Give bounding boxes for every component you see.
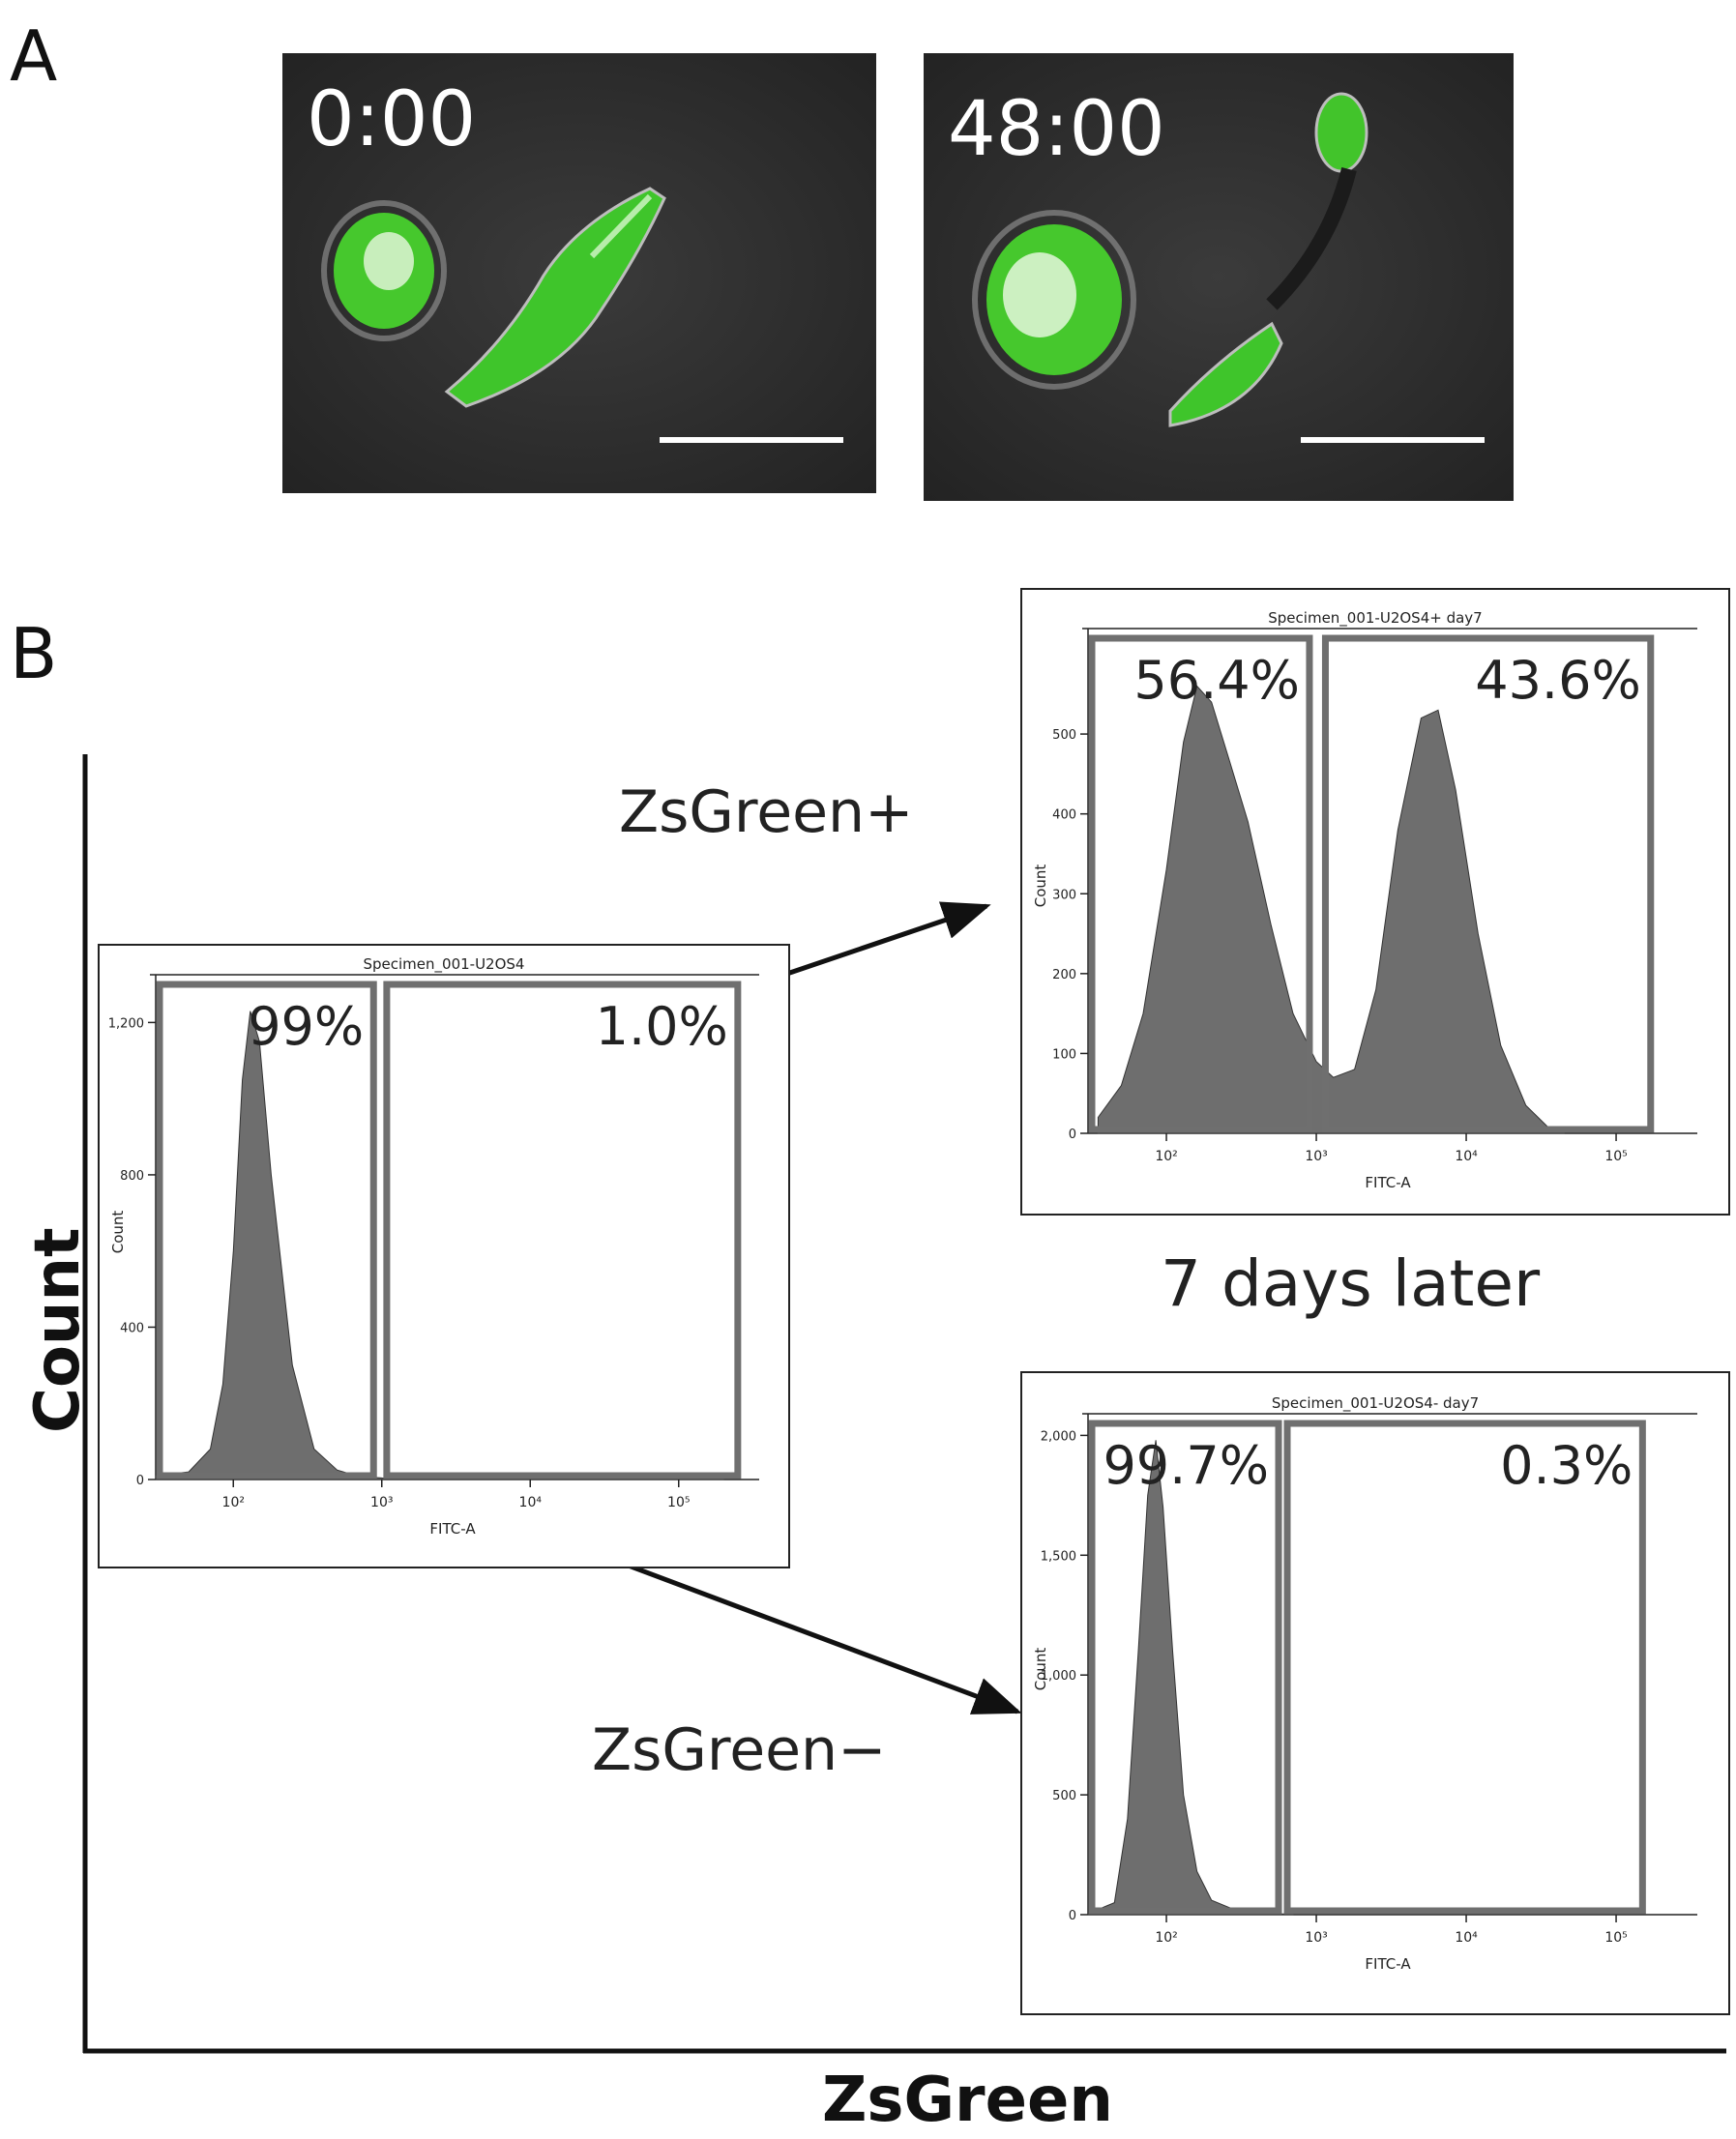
gate-2: [383, 981, 742, 1480]
panel-b-letter: B: [10, 613, 58, 694]
y-tick-label: 1,500: [1041, 1549, 1076, 1564]
x-axis-label: FITC-A: [429, 1520, 476, 1538]
x-tick-label: 10²: [222, 1495, 245, 1510]
microscopy-frame-1: 0:00: [282, 53, 876, 493]
summary-y-label: Count: [22, 1227, 94, 1433]
x-tick-label: 10⁵: [1604, 1149, 1627, 1164]
x-tick-label: 10³: [1305, 1149, 1327, 1164]
y-tick-label: 0: [136, 1474, 144, 1488]
histogram-area: [155, 1011, 724, 1480]
x-tick-label: 10⁴: [1455, 1930, 1478, 1946]
microscopy-image-1: [282, 53, 876, 493]
gate-2: [1321, 634, 1655, 1133]
x-tick-label: 10³: [370, 1495, 393, 1510]
chart-title: Specimen_001-U2OS4- day7: [1272, 1394, 1479, 1413]
y-tick-label: 500: [1052, 728, 1076, 743]
histogram-area: [1097, 685, 1565, 1134]
microscopy-frame-2: 48:00: [924, 53, 1514, 501]
y-tick-label: 0: [1069, 1128, 1076, 1142]
y-tick-label: 400: [120, 1321, 144, 1335]
x-tick-label: 10²: [1155, 1149, 1177, 1164]
gate-2-percent: 0.3%: [1500, 1435, 1633, 1496]
frame-2-timestamp: 48:00: [948, 86, 1165, 173]
chart-title: Specimen_001-U2OS4: [364, 955, 525, 974]
summary-x-label: ZsGreen: [822, 2065, 1113, 2136]
x-tick-label: 10⁴: [519, 1495, 543, 1510]
y-tick-label: 400: [1052, 808, 1076, 823]
frame-1-timestamp: 0:00: [307, 76, 477, 163]
panel-a-letter: A: [10, 15, 58, 97]
gate-1-percent: 56.4%: [1133, 650, 1300, 711]
x-tick-label: 10⁴: [1455, 1149, 1478, 1164]
seven-days-later-label: 7 days later: [1161, 1246, 1541, 1321]
y-tick-label: 200: [1052, 968, 1076, 982]
gate-1: [1088, 1420, 1282, 1915]
gate-1-percent: 99.7%: [1103, 1435, 1269, 1496]
y-tick-label: 2,000: [1041, 1429, 1076, 1444]
zsgreen-positive-label: ZsGreen+: [619, 778, 914, 846]
y-tick-label: 0: [1069, 1909, 1076, 1923]
y-tick-label: 1,200: [108, 1016, 144, 1031]
histogram-positive-day7: Specimen_001-U2OS4+ day7 56.4% 43.6% 10² 10³…: [1020, 588, 1730, 1216]
x-axis-label: FITC-A: [1365, 1174, 1411, 1191]
gate-1-percent: 99%: [248, 996, 364, 1057]
histogram-negative-plot: Specimen_001-U2OS4- day7 99.7% 0.3% 10² 10³ 1…: [1032, 1394, 1697, 1973]
gate-1: [156, 981, 377, 1480]
gate-2: [1283, 1420, 1646, 1915]
y-axis-label: Count: [1032, 864, 1049, 908]
y-axis-label: Count: [1032, 1648, 1049, 1691]
y-tick-label: 500: [1052, 1789, 1076, 1803]
microscopy-image-2: [924, 53, 1514, 501]
x-tick-label: 10⁵: [1604, 1930, 1627, 1946]
gate-2-percent: 43.6%: [1475, 650, 1641, 711]
gate-1: [1088, 634, 1313, 1133]
y-axis-label: Count: [109, 1211, 127, 1254]
histogram-area: [1087, 1440, 1294, 1916]
histogram-positive-plot: Specimen_001-U2OS4+ day7 56.4% 43.6% 10² 10³…: [1032, 609, 1697, 1191]
y-tick-label: 300: [1052, 888, 1076, 902]
chart-title: Specimen_001-U2OS4+ day7: [1268, 609, 1482, 628]
histogram-main: Specimen_001-U2OS4 99% 1.0% 10² 10³ 10⁴ 10⁵ FIT…: [98, 944, 790, 1568]
x-tick-label: 10³: [1305, 1930, 1327, 1946]
histogram-main-plot: Specimen_001-U2OS4 99% 1.0% 10² 10³ 10⁴ 10⁵ FIT…: [108, 955, 759, 1538]
x-axis-label: FITC-A: [1365, 1955, 1411, 1973]
y-tick-label: 100: [1052, 1047, 1076, 1062]
y-tick-label: 1,000: [1041, 1669, 1076, 1684]
x-tick-label: 10²: [1155, 1930, 1177, 1946]
x-tick-label: 10⁵: [667, 1495, 690, 1510]
zsgreen-negative-label: ZsGreen−: [592, 1716, 887, 1784]
y-tick-label: 800: [120, 1169, 144, 1184]
gate-2-percent: 1.0%: [596, 996, 728, 1057]
histogram-negative-day7: Specimen_001-U2OS4- day7 99.7% 0.3% 10² 10³ 1…: [1020, 1371, 1730, 2015]
